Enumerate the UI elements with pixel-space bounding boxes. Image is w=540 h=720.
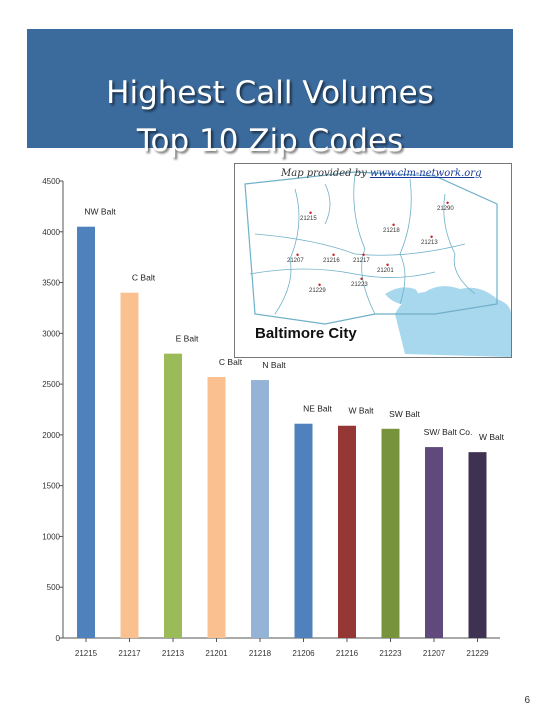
bar-21207 <box>425 447 443 638</box>
map-graphic <box>244 171 511 357</box>
zip-boundaries <box>249 173 476 315</box>
data-label-21213: E Balt <box>176 334 199 344</box>
y-tick-label: 3000 <box>42 329 60 338</box>
y-tick-label: 500 <box>47 583 61 592</box>
x-tick-label-21223: 21223 <box>379 649 402 658</box>
x-tick-label-21207: 21207 <box>423 649 446 658</box>
map-zip-21216: 21216 <box>323 250 340 264</box>
data-label-21229: W Balt <box>479 432 505 442</box>
bar-21229 <box>468 452 487 638</box>
y-tick-label: 1000 <box>42 532 60 541</box>
data-label-21218: N Balt <box>262 360 286 370</box>
data-label-21223: SW Balt <box>389 409 420 419</box>
map-zip-21213: 21213 <box>421 232 438 246</box>
bar-21206 <box>294 423 313 638</box>
bar-21213 <box>164 353 182 638</box>
map-zip-21290: 21290 <box>437 198 454 212</box>
data-label-21201: C Balt <box>219 357 243 367</box>
x-tick-label-21229: 21229 <box>466 649 489 658</box>
title-banner: Highest Call Volumes Top 10 Zip Codes <box>27 29 513 159</box>
map-zip-21201: 21201 <box>377 260 394 274</box>
x-tick-label-21206: 21206 <box>292 649 315 658</box>
y-tick-label: 2000 <box>42 431 60 440</box>
x-tick-label-21216: 21216 <box>336 649 359 658</box>
y-tick-label: 4500 <box>42 177 60 186</box>
map-caption-url[interactable]: www.clm-network.org <box>369 168 482 179</box>
x-tick-label-21217: 21217 <box>118 649 141 658</box>
y-tick-label: 3500 <box>42 279 60 288</box>
map-caption: Map provided by www.clm-network.org <box>281 168 481 179</box>
x-tick-label-21213: 21213 <box>162 649 185 658</box>
page-number: 6 <box>524 695 530 706</box>
map-zip-21215: 21215 <box>300 208 317 222</box>
x-tick-label-21218: 21218 <box>249 649 272 658</box>
data-label-21207: SW/ Balt Co. <box>424 427 473 437</box>
y-tick-label: 0 <box>56 634 61 643</box>
bar-21223 <box>381 428 400 638</box>
data-label-21206: NE Balt <box>303 404 332 414</box>
map-caption-prefix: Map provided by <box>281 168 367 179</box>
y-tick-label: 2500 <box>42 380 60 389</box>
map-zip-21229: 21229 <box>309 280 326 294</box>
data-label-21217: C Balt <box>132 273 156 283</box>
map-zip-21223: 21223 <box>351 274 368 288</box>
x-tick-label-21215: 21215 <box>75 649 98 658</box>
slide-title-line-1: Highest Call Volumes <box>106 75 434 111</box>
slide-title-line-2: Top 10 Zip Codes <box>136 123 404 159</box>
map-zip-21207: 21207 <box>287 250 304 264</box>
data-label-21215: NW Balt <box>84 207 116 217</box>
baltimore-zip-map: Map provided by www.clm-network.org 2129… <box>234 163 512 358</box>
map-city-label: Baltimore City <box>255 325 357 342</box>
x-tick-label-21201: 21201 <box>205 649 228 658</box>
bar-21217 <box>120 292 139 638</box>
y-tick-label: 4000 <box>42 228 60 237</box>
map-zip-21218: 21218 <box>383 220 400 234</box>
bar-21201 <box>207 377 226 638</box>
bar-21218 <box>251 380 269 638</box>
bar-21216 <box>338 425 356 638</box>
city-boundary <box>244 171 498 325</box>
harbor-water <box>395 286 511 357</box>
map-zip-21217: 21217 <box>353 250 370 264</box>
y-tick-label: 1500 <box>42 482 60 491</box>
data-label-21216: W Balt <box>348 406 374 416</box>
bar-21215 <box>77 226 95 638</box>
